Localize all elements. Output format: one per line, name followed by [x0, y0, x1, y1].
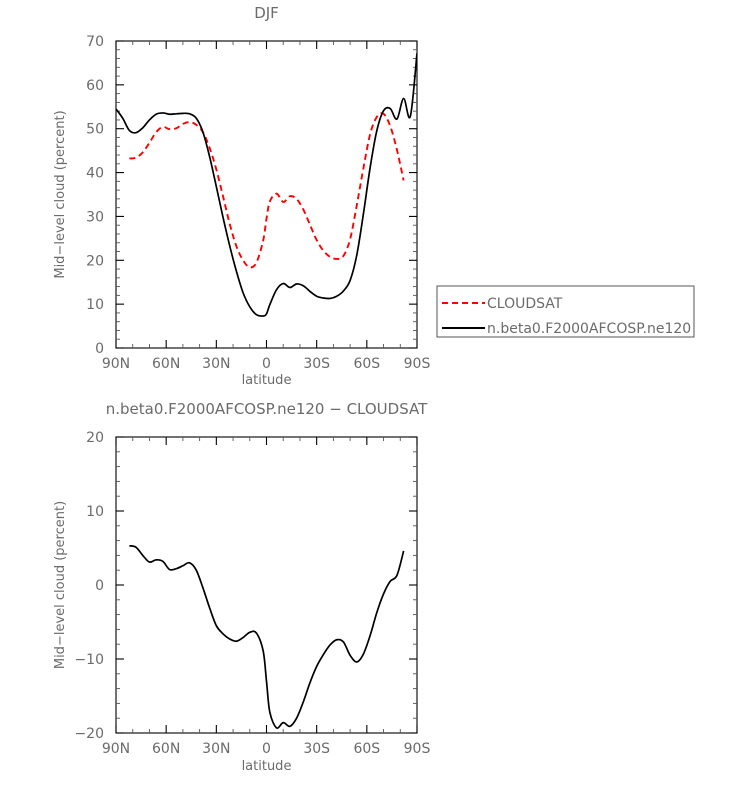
series-line-n-beta0-f2000afcosp-ne120-cloudsat — [129, 544, 405, 729]
panel-top: DJF 0 10 20 30 40 50 60 70 90N 60N 30N 0 30S 60S 90S lat… — [53, 4, 430, 388]
x-tick-label: 30N — [202, 741, 230, 757]
x-tick-label: 0 — [262, 356, 271, 372]
x-tick-label: 30S — [303, 741, 330, 757]
y-tick-label: 60 — [86, 78, 104, 94]
y-tick-label: 70 — [86, 34, 104, 50]
x-axis-label-top: latitude — [242, 373, 292, 388]
y-tick-label: 10 — [86, 297, 104, 313]
plot-frame-top — [115, 40, 418, 349]
y-tick-label: 0 — [95, 578, 104, 594]
panel-title-top: DJF — [254, 4, 279, 22]
y-tick-label: −20 — [74, 726, 104, 742]
y-tick-label: 10 — [86, 504, 104, 520]
panel-bottom: n.beta0.F2000AFCOSP.ne120 − CLOUDSAT −20 −… — [53, 400, 430, 774]
x-tick-label: 90N — [102, 356, 130, 372]
x-axis-label-bottom: latitude — [242, 759, 292, 774]
x-tick-label: 60S — [353, 356, 380, 372]
x-tick-label: 90S — [404, 741, 431, 757]
y-axis-label-bottom: Mid−level cloud (percent) — [53, 501, 68, 669]
series-line-n-beta0-f2000afcosp-ne120 — [116, 53, 417, 317]
y-tick-label: 20 — [86, 430, 104, 446]
legend-label-model: n.beta0.F2000AFCOSP.ne120 — [487, 321, 691, 337]
legend-label-cloudsat: CLOUDSAT — [487, 296, 563, 312]
x-tick-label: 60S — [353, 741, 380, 757]
x-tick-label: 0 — [262, 741, 271, 757]
y-tick-label: 0 — [95, 341, 104, 357]
series-line-cloudsat — [129, 112, 405, 269]
x-tick-label: 30S — [303, 356, 330, 372]
panel-title-bottom: n.beta0.F2000AFCOSP.ne120 − CLOUDSAT — [106, 400, 428, 418]
x-tick-label: 30N — [202, 356, 230, 372]
legend: CLOUDSAT n.beta0.F2000AFCOSP.ne120 — [436, 285, 695, 338]
x-tick-label: 90N — [102, 741, 130, 757]
y-tick-label: 50 — [86, 122, 104, 138]
y-tick-label: 20 — [86, 253, 104, 269]
y-tick-label: 30 — [86, 209, 104, 225]
x-tick-label: 60N — [152, 741, 180, 757]
y-tick-label: 40 — [86, 166, 104, 182]
y-axis-label-top: Mid−level cloud (percent) — [53, 110, 68, 278]
y-tick-label: −10 — [74, 652, 104, 668]
x-tick-label: 90S — [404, 356, 431, 372]
x-tick-label: 60N — [152, 356, 180, 372]
